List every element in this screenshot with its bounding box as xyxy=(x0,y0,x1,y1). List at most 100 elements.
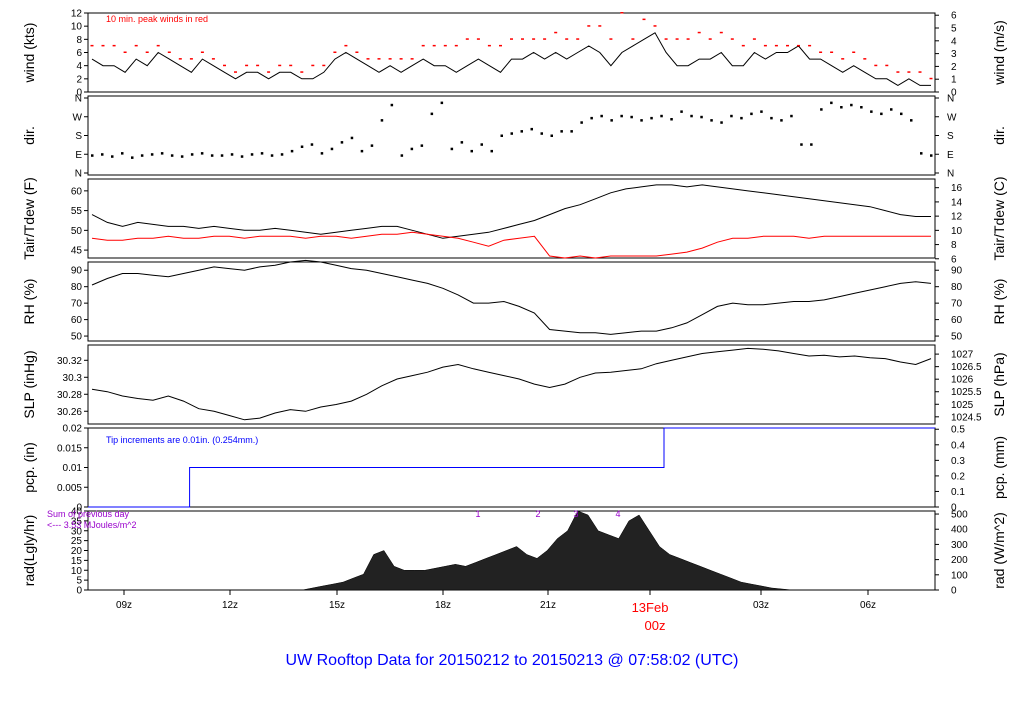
dir-point xyxy=(240,155,244,158)
dir-point xyxy=(131,156,134,159)
x-tick-label: 06z xyxy=(860,600,876,611)
dir-ytick-label-right: N xyxy=(947,94,954,105)
wind-gust-mark xyxy=(918,71,922,73)
dir-point xyxy=(121,152,124,155)
dir-point xyxy=(260,152,264,155)
wind-gust-mark xyxy=(256,64,260,67)
wind-gust-mark xyxy=(454,44,458,47)
wind-ytick-label-left: 4 xyxy=(76,61,82,72)
rad-note-line1: Sum of previous day xyxy=(47,509,130,519)
slp-ytick-label-left: 30.32 xyxy=(57,356,82,367)
dir-point xyxy=(510,132,513,135)
wind-gust-mark xyxy=(587,25,591,27)
wind-gust-mark xyxy=(532,38,536,40)
rad-ytick-label-left: 35 xyxy=(71,516,83,527)
temp-ytick-label-right: 14 xyxy=(951,197,963,208)
pcp-ytick-label-right: 0.5 xyxy=(951,425,965,436)
wind-gust-mark xyxy=(763,44,767,47)
pcp-note: Tip increments are 0.01in. (0.254mm.) xyxy=(106,435,258,445)
slp-slp-line xyxy=(91,347,932,421)
dir-point xyxy=(430,112,434,116)
rad-ytick-label-left: 5 xyxy=(76,576,82,587)
dir-point xyxy=(730,114,733,118)
dir-point xyxy=(290,149,294,153)
dir-ytick-label-right: S xyxy=(947,131,954,142)
wind-gust-mark xyxy=(609,38,613,40)
dir-point xyxy=(350,136,354,140)
pcp-ylabel-right: pcp. (mm) xyxy=(991,436,1007,499)
dir-point xyxy=(840,106,843,109)
x-tick-label: 12z xyxy=(222,600,238,611)
dir-point xyxy=(580,121,583,124)
wind-gust-mark xyxy=(510,38,513,40)
dir-point xyxy=(390,103,394,107)
wind-gust-mark xyxy=(576,38,580,40)
wind-ytick-label-right: 6 xyxy=(951,11,957,22)
pcp-ytick-label-right: 0.1 xyxy=(951,487,965,498)
wind-gust-mark xyxy=(145,51,149,53)
wind-ylabel-left: wind (kts) xyxy=(21,23,37,84)
rad-marker-3: 3 xyxy=(573,509,578,519)
dir-ytick-label-left: E xyxy=(75,150,82,161)
dir-point xyxy=(360,149,364,153)
rad-ylabel-right: rad (W/m^2) xyxy=(991,512,1007,589)
dir-ylabel-left: dir. xyxy=(21,126,37,145)
dir-ytick-label-right: N xyxy=(947,169,954,180)
dir-point xyxy=(480,143,483,146)
wind-gust-mark xyxy=(432,44,436,47)
wind-gust-mark xyxy=(863,58,867,60)
wind-gust-mark xyxy=(112,44,116,47)
slp-ytick-label-right: 1025 xyxy=(951,400,974,411)
slp-ytick-label-right: 1026.5 xyxy=(951,362,982,373)
rad-ytick-label-right: 200 xyxy=(951,555,968,566)
rad-ytick-label-left: 25 xyxy=(71,536,83,547)
rad-ytick-label-left: 30 xyxy=(71,526,83,537)
slp-ytick-label-left: 30.28 xyxy=(57,390,82,401)
wind-gust-mark xyxy=(410,58,414,60)
rad-ytick-label-right: 400 xyxy=(951,525,968,536)
wind-ytick-label-left: 8 xyxy=(76,35,82,46)
wind-gust-mark xyxy=(697,31,701,34)
dir-point xyxy=(330,147,334,151)
wind-gust-mark xyxy=(311,64,315,67)
rad-ytick-label-left: 0 xyxy=(76,586,82,597)
rad-ytick-label-right: 0 xyxy=(951,586,957,597)
wind-ytick-label-right: 0 xyxy=(951,88,957,99)
wind-gust-mark xyxy=(730,38,734,40)
rh-ytick-label-left: 70 xyxy=(71,299,83,310)
slp-ytick-label-right: 1027 xyxy=(951,350,974,361)
dir-point xyxy=(680,110,683,113)
x-tick-label: 21z xyxy=(540,600,556,611)
rh-ytick-label-right: 90 xyxy=(951,266,963,277)
dir-point xyxy=(530,127,533,131)
dir-point xyxy=(900,112,903,116)
rh-ytick-label-left: 50 xyxy=(71,332,83,343)
dir-point xyxy=(250,153,254,156)
dir-point xyxy=(380,119,384,122)
wind-gust-mark xyxy=(399,58,403,60)
dir-point xyxy=(760,110,763,113)
rad-ytick-label-left: 40 xyxy=(71,507,83,518)
wind-gust-mark xyxy=(211,58,215,60)
wind-gust-mark xyxy=(819,51,823,53)
dir-point xyxy=(660,114,663,118)
rh-rh-line xyxy=(91,259,932,335)
pcp-ytick-label-right: 0.4 xyxy=(951,440,965,451)
rad-marker-4: 4 xyxy=(615,509,620,519)
wind-gust-mark xyxy=(189,58,193,60)
dir-point xyxy=(740,116,743,120)
dir-point xyxy=(500,134,503,137)
wind-gust-mark xyxy=(487,44,491,47)
dir-ytick-label-right: W xyxy=(947,112,957,123)
dir-point xyxy=(440,101,444,105)
dir-point xyxy=(230,153,234,156)
dir-point xyxy=(820,108,823,111)
dir-panel-frame xyxy=(87,95,936,176)
wind-gust-mark xyxy=(631,38,635,40)
dir-point xyxy=(160,152,164,155)
dir-point xyxy=(930,154,933,157)
dir-point xyxy=(620,114,623,118)
wind-gust-mark xyxy=(465,38,469,40)
wind-note: 10 min. peak winds in red xyxy=(106,14,208,24)
